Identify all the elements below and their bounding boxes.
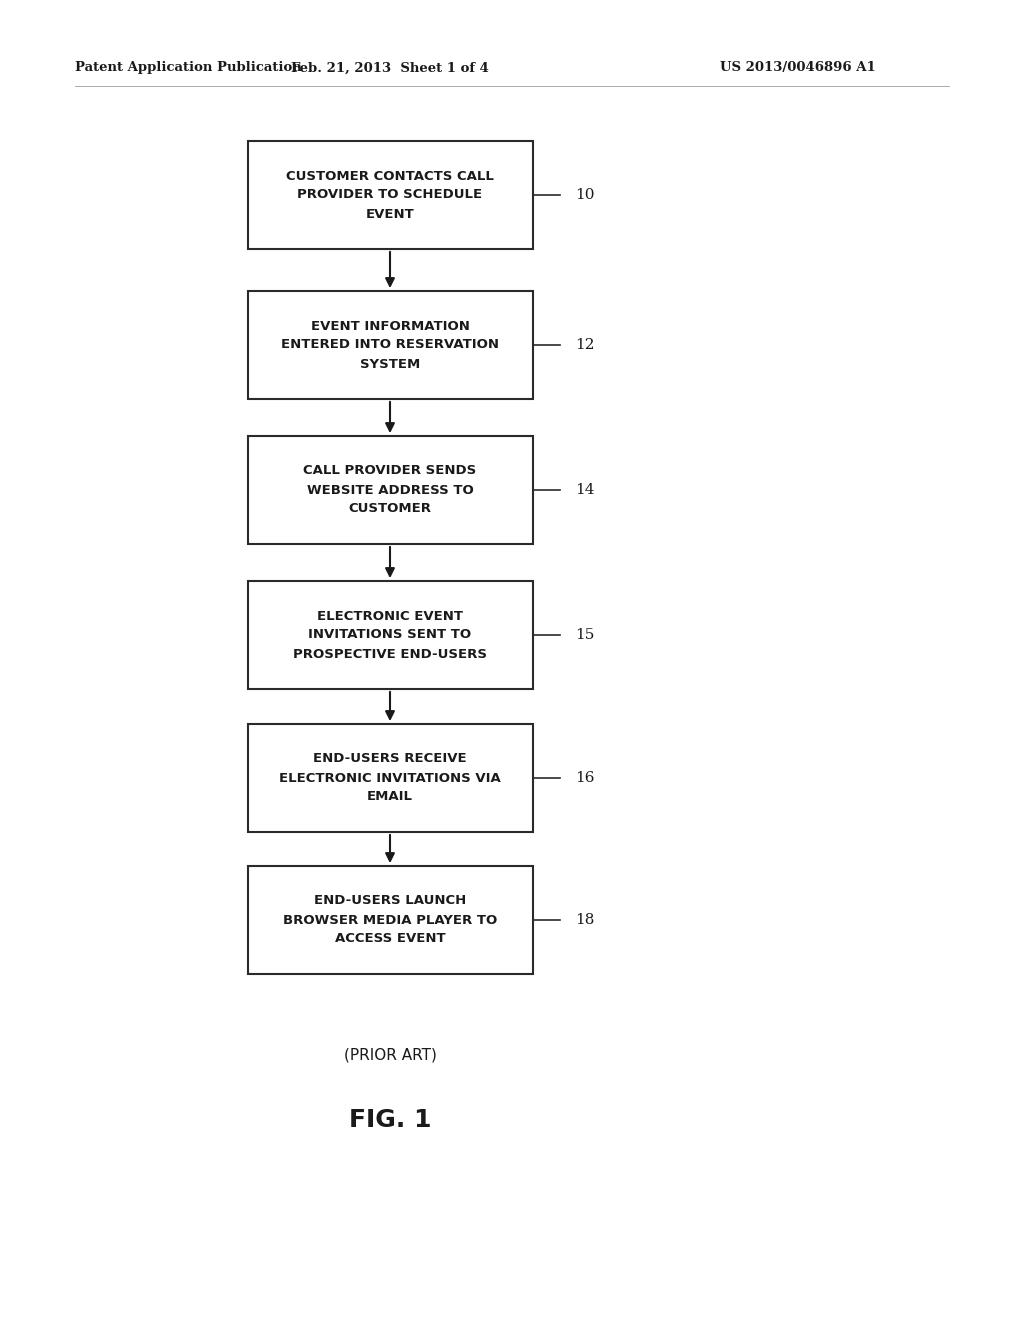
Text: ELECTRONIC EVENT
INVITATIONS SENT TO
PROSPECTIVE END-USERS: ELECTRONIC EVENT INVITATIONS SENT TO PRO… [293, 610, 487, 660]
Text: US 2013/0046896 A1: US 2013/0046896 A1 [720, 62, 876, 74]
Text: (PRIOR ART): (PRIOR ART) [344, 1048, 436, 1063]
Text: FIG. 1: FIG. 1 [349, 1107, 431, 1133]
Bar [248, 723, 532, 832]
Text: 16: 16 [575, 771, 595, 785]
Bar [248, 141, 532, 249]
Bar [248, 290, 532, 399]
Bar [248, 436, 532, 544]
Text: 12: 12 [575, 338, 595, 352]
Text: CALL PROVIDER SENDS
WEBSITE ADDRESS TO
CUSTOMER: CALL PROVIDER SENDS WEBSITE ADDRESS TO C… [303, 465, 476, 516]
Text: Feb. 21, 2013  Sheet 1 of 4: Feb. 21, 2013 Sheet 1 of 4 [291, 62, 488, 74]
Text: 10: 10 [575, 187, 595, 202]
Text: CUSTOMER CONTACTS CALL
PROVIDER TO SCHEDULE
EVENT: CUSTOMER CONTACTS CALL PROVIDER TO SCHED… [286, 169, 494, 220]
Bar [248, 866, 532, 974]
Bar [248, 581, 532, 689]
Text: END-USERS LAUNCH
BROWSER MEDIA PLAYER TO
ACCESS EVENT: END-USERS LAUNCH BROWSER MEDIA PLAYER TO… [283, 895, 497, 945]
Text: Patent Application Publication: Patent Application Publication [75, 62, 302, 74]
Text: END-USERS RECEIVE
ELECTRONIC INVITATIONS VIA
EMAIL: END-USERS RECEIVE ELECTRONIC INVITATIONS… [280, 752, 501, 804]
Text: 15: 15 [575, 628, 594, 642]
Text: 14: 14 [575, 483, 595, 498]
Text: EVENT INFORMATION
ENTERED INTO RESERVATION
SYSTEM: EVENT INFORMATION ENTERED INTO RESERVATI… [281, 319, 499, 371]
Text: 18: 18 [575, 913, 594, 927]
